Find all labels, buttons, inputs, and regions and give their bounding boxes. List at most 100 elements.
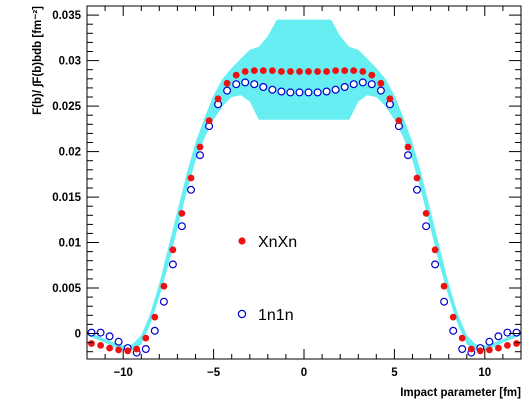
data-point-1n1n [187, 185, 196, 194]
data-point-xnxn [133, 345, 141, 353]
data-point-1n1n [358, 78, 367, 87]
data-point-xnxn [486, 346, 493, 354]
data-point-1n1n [141, 345, 150, 354]
axis-ticks-layer: −10 −5 0 5 10 0 0.005 0.01 0.015 0.02 0.025 0.03 0.0… [52, 5, 522, 379]
data-point-xnxn [187, 174, 195, 182]
data-point-xnxn [449, 313, 457, 321]
y-tick-label: 0.005 [52, 283, 81, 295]
series-1n1n [87, 78, 521, 357]
data-point-1n1n [494, 332, 503, 341]
data-point-1n1n [241, 78, 250, 87]
data-point-1n1n [331, 85, 340, 94]
plot-frame [86, 5, 522, 360]
data-point-1n1n [196, 151, 205, 160]
data-point-xnxn [97, 342, 104, 349]
data-point-1n1n [304, 88, 313, 97]
data-point-xnxn [124, 347, 132, 355]
data-point-xnxn [115, 346, 122, 354]
legend-label-1n1n: 1n1n [258, 307, 294, 324]
data-point-xnxn [413, 174, 421, 182]
data-point-xnxn [287, 68, 294, 75]
data-point-1n1n [485, 337, 494, 346]
data-point-xnxn [178, 210, 186, 217]
data-point-xnxn [160, 282, 168, 290]
data-point-xnxn [241, 68, 249, 75]
data-point-1n1n [277, 87, 286, 96]
data-point-xnxn [404, 143, 412, 151]
data-point-xnxn [232, 71, 240, 79]
data-point-1n1n [349, 80, 358, 89]
data-point-xnxn [214, 95, 222, 103]
data-point-xnxn [350, 67, 358, 74]
data-point-xnxn [269, 67, 276, 74]
legend-marker-xnxn [238, 237, 246, 245]
data-point-1n1n [150, 326, 159, 335]
data-point-1n1n [440, 297, 449, 306]
data-point-xnxn [386, 95, 394, 103]
data-point-1n1n [431, 260, 440, 269]
y-tick-label: 0.025 [52, 101, 81, 113]
data-point-1n1n [259, 82, 268, 91]
data-point-1n1n [105, 332, 114, 341]
data-point-xnxn [332, 67, 339, 74]
data-point-1n1n [268, 85, 277, 94]
y-tick-label: 0.01 [59, 238, 82, 250]
x-tick-label: 0 [301, 367, 307, 379]
data-point-1n1n [458, 345, 467, 354]
data-point-1n1n [313, 88, 322, 97]
legend: XnXn 1n1n [237, 234, 297, 324]
data-point-xnxn [142, 334, 150, 342]
data-point-xnxn [323, 68, 330, 75]
data-point-xnxn [422, 210, 430, 217]
data-point-xnxn [223, 79, 231, 87]
y-tick-label: 0.03 [59, 56, 81, 68]
x-tick-label: −5 [207, 367, 221, 379]
data-point-1n1n [87, 328, 96, 337]
data-point-xnxn [458, 334, 466, 342]
data-point-xnxn [495, 344, 502, 352]
data-point-1n1n [168, 260, 177, 269]
data-point-xnxn [341, 67, 349, 74]
y-tick-label: 0.035 [52, 10, 81, 22]
series-xnxn [88, 67, 520, 355]
y-axis-title: F(b)/ ∫F(b)bdb [fm⁻²] [32, 6, 44, 115]
x-tick-label: 10 [478, 367, 491, 379]
data-point-xnxn [368, 71, 376, 79]
data-point-xnxn [504, 342, 511, 349]
data-point-xnxn [431, 246, 439, 254]
y-tick-label: 0 [75, 329, 81, 341]
data-point-1n1n [340, 82, 349, 91]
data-point-xnxn [359, 68, 367, 75]
y-tick-label: 0.015 [52, 192, 81, 204]
data-point-xnxn [151, 313, 159, 321]
data-point-xnxn [259, 67, 267, 74]
x-axis-title: Impact parameter [fm] [400, 387, 521, 399]
data-point-xnxn [296, 68, 303, 75]
data-point-xnxn [513, 340, 520, 347]
legend-label-xnxn: XnXn [258, 234, 297, 251]
data-point-xnxn [314, 68, 321, 75]
data-point-xnxn [440, 282, 448, 290]
data-point-1n1n [177, 222, 186, 231]
data-point-xnxn [106, 344, 113, 352]
data-point-1n1n [413, 185, 422, 194]
data-point-xnxn [305, 68, 312, 75]
data-point-xnxn [476, 347, 484, 355]
series-layer [87, 67, 521, 357]
data-point-xnxn [377, 79, 385, 87]
data-point-1n1n [114, 337, 123, 346]
data-point-xnxn [196, 143, 204, 151]
data-point-1n1n [286, 88, 295, 97]
data-point-1n1n [223, 86, 232, 95]
legend-marker-1n1n [237, 309, 247, 319]
data-point-1n1n [449, 326, 458, 335]
uncertainty-band [87, 19, 521, 351]
data-point-xnxn [250, 67, 258, 74]
data-point-1n1n [422, 222, 431, 231]
data-point-1n1n [367, 80, 376, 89]
uncertainty-band-layer [87, 19, 521, 351]
data-point-1n1n [322, 87, 331, 96]
data-point-1n1n [404, 151, 413, 160]
data-point-1n1n [503, 328, 512, 337]
